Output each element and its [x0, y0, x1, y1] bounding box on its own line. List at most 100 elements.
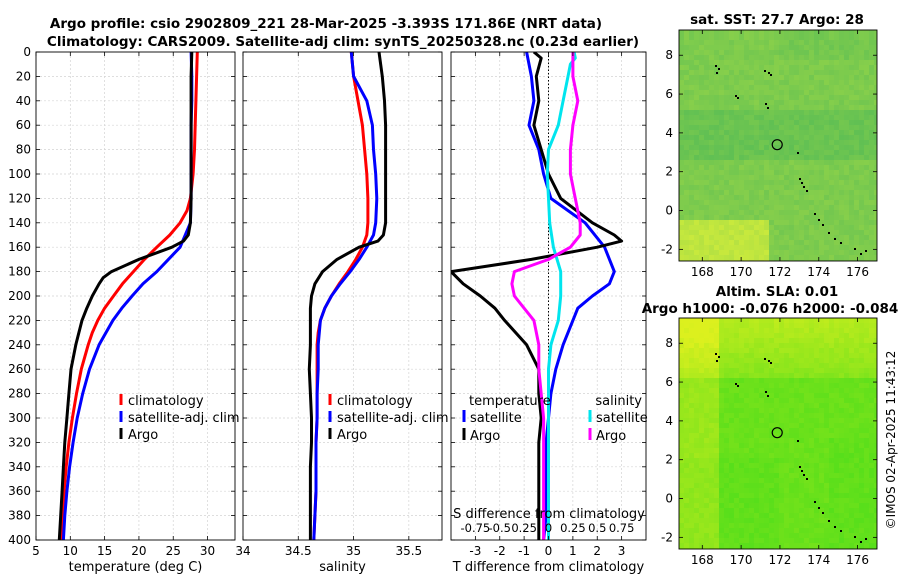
- series-line-argo: [307, 51, 388, 540]
- y-tick-label: 280: [8, 387, 31, 401]
- y-tick-label: 0: [665, 492, 673, 506]
- coastline-mark: [765, 391, 767, 393]
- series-line-salinity-argo: [510, 52, 582, 540]
- coastline-mark: [865, 250, 867, 252]
- salinity-profile-panel: 34 34.5 35 35.5 salinity climatology satellite…: [235, 51, 449, 575]
- coastline-mark: [718, 356, 720, 358]
- x-tick-label: 172: [768, 553, 791, 567]
- y-tick-label: 60: [16, 118, 31, 132]
- series-line-argo: [57, 51, 194, 541]
- y-tick-label: 300: [8, 411, 31, 425]
- coastline-mark: [854, 248, 856, 250]
- x-tick-label: 10: [63, 544, 78, 558]
- s-difference-tick-label: 0: [545, 521, 552, 535]
- map-frame: [678, 317, 878, 550]
- coastline-mark: [770, 362, 772, 364]
- legend-label: satellite: [596, 411, 648, 426]
- coastline-mark: [840, 530, 842, 532]
- coastline-mark: [737, 97, 739, 99]
- y-tick-label: 2: [665, 453, 673, 467]
- coastline-mark: [801, 182, 803, 184]
- y-tick-label: 4: [665, 126, 673, 140]
- coastline-mark: [715, 65, 717, 67]
- coastline-mark: [799, 178, 801, 180]
- argo-position-marker: [771, 139, 783, 151]
- s-difference-tick-label: -0.75: [460, 521, 490, 535]
- y-tick-label: 160: [8, 240, 31, 254]
- sst-map-title: sat. SST: 27.7 Argo: 28: [690, 12, 864, 28]
- coastline-mark: [840, 242, 842, 244]
- coastline-mark: [854, 536, 856, 538]
- y-tick-label: 240: [8, 338, 31, 352]
- coastline-mark: [818, 219, 820, 221]
- x-tick-label: 5: [32, 544, 40, 558]
- x-tick-label: -3: [469, 544, 481, 558]
- legend-label: satellite: [470, 411, 522, 426]
- y-tick-label: 100: [8, 167, 31, 181]
- coastline-mark: [797, 152, 799, 154]
- coastline-mark: [828, 232, 830, 234]
- temperature-profile-panel: 5 10 15 20 25 30 temperature (deg C) 0 20 40 60 80 1…: [8, 45, 240, 575]
- x-tick-label: 20: [131, 544, 146, 558]
- series-line-temperature-satellite: [525, 52, 616, 540]
- y-tick-label: 8: [665, 48, 673, 62]
- coastline-mark: [865, 538, 867, 540]
- legend-label: Argo: [596, 429, 626, 444]
- x-tick-label: 30: [200, 544, 215, 558]
- coastline-mark: [822, 224, 824, 226]
- legend-label: climatology: [337, 394, 413, 409]
- coastline-mark: [801, 470, 803, 472]
- x-tick-label: 35: [346, 544, 361, 558]
- s-difference-tick-label: 0.75: [609, 521, 635, 535]
- y-tick-label: 6: [665, 375, 673, 389]
- x-tick-label: 15: [97, 544, 112, 558]
- x-tick-label: 1: [569, 544, 577, 558]
- legend-header-temperature: temperature: [469, 394, 551, 409]
- y-tick-label: 220: [8, 313, 31, 327]
- legend-header-salinity: salinity: [595, 394, 642, 409]
- x-tick-label: 170: [730, 265, 753, 279]
- y-tick-label: 320: [8, 435, 31, 449]
- y-tick-label: 2: [665, 165, 673, 179]
- x-tick-label: 168: [691, 553, 714, 567]
- x-tick-label: 174: [807, 265, 830, 279]
- coastline-mark: [806, 478, 808, 480]
- coastline-mark: [735, 383, 737, 385]
- x-tick-label: 2: [593, 544, 601, 558]
- legend-label: Argo: [128, 428, 158, 443]
- y-tick-label: 180: [8, 265, 31, 279]
- x-axis-label: T difference from climatology: [452, 560, 645, 575]
- y-tick-label: 40: [16, 94, 31, 108]
- coastline-mark: [860, 253, 862, 255]
- x-tick-label: 170: [730, 553, 753, 567]
- x-tick-label: 168: [691, 265, 714, 279]
- coastline-mark: [797, 440, 799, 442]
- coastline-mark: [814, 213, 816, 215]
- difference-profile-panel: -3 -2 -1 0 1 2 3 T difference from climatology t…: [450, 51, 648, 575]
- y-tick-label: 4: [665, 414, 673, 428]
- coastline-mark: [765, 103, 767, 105]
- imos-timestamp-watermark: ©IMOS 02-Apr-2025 11:43:12: [884, 351, 898, 530]
- legend-label: Argo: [337, 428, 367, 443]
- series-line-salinity-satellite: [545, 52, 577, 540]
- figure-title-line2: Climatology: CARS2009. Satellite-adj cli…: [47, 34, 639, 50]
- y-tick-label: 140: [8, 216, 31, 230]
- series-group: [57, 51, 199, 541]
- s-difference-tick-label: 0.25: [560, 521, 586, 535]
- sla-map: 168 170 172 174 176 -2 0 2 4 6 8: [661, 317, 878, 567]
- series-group: [451, 52, 624, 540]
- y-tick-label: 400: [8, 533, 31, 547]
- series-line-temperature-argo: [451, 52, 624, 540]
- coastline-mark: [764, 70, 766, 72]
- coastline-mark: [806, 190, 808, 192]
- map-field: [679, 30, 877, 261]
- map-field: [679, 318, 877, 549]
- y-tick-label: 8: [665, 336, 673, 350]
- coastline-mark: [818, 507, 820, 509]
- coastline-mark: [737, 385, 739, 387]
- x-tick-label: 25: [166, 544, 181, 558]
- x-tick-label: 172: [768, 265, 791, 279]
- coastline-mark: [768, 360, 770, 362]
- s-difference-tick-label: 0.5: [588, 521, 606, 535]
